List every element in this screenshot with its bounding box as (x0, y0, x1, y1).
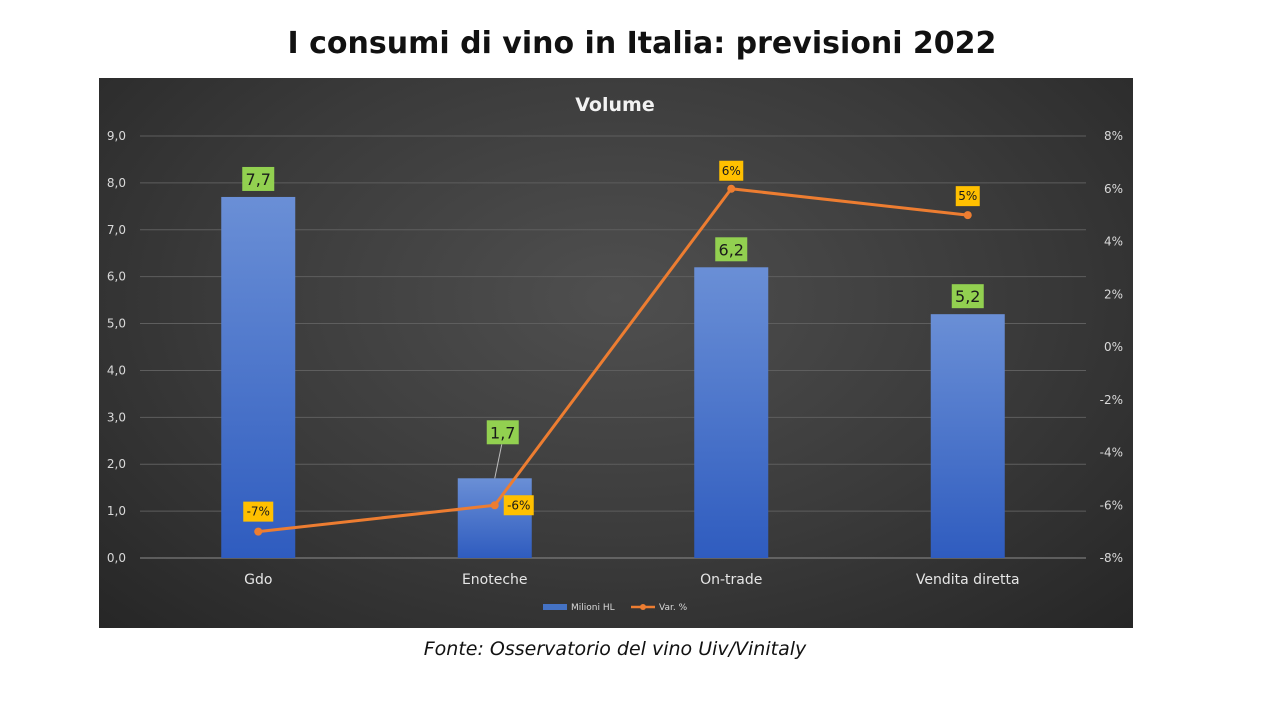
line-data-label: -7% (247, 505, 270, 519)
line-point (490, 501, 499, 510)
line-data-label-box (503, 495, 534, 516)
y-left-tick-label: 7,0 (107, 223, 126, 237)
x-category-label: Gdo (244, 572, 272, 588)
x-category-label: Vendita diretta (916, 572, 1020, 588)
bar-label-leader (494, 444, 503, 479)
y-right-tick-label: -4% (1100, 446, 1123, 460)
bar-data-label: 1,7 (490, 423, 515, 442)
y-left-tick-label: 0,0 (107, 551, 126, 565)
line-data-label-box (955, 186, 980, 207)
bar-data-label: 7,7 (246, 170, 271, 189)
y-left-tick-label: 1,0 (107, 504, 126, 518)
line-path (258, 187, 968, 534)
y-right-tick-label: 8% (1104, 129, 1123, 143)
legend-swatch-bars (543, 604, 567, 610)
axis-labels: 0,0 1,0 2,0 3,0 4,0 5,0 6,0 7,0 8,0 9,0 -8% -6% -4% -… (107, 129, 1123, 588)
line-data-label-box (243, 501, 274, 522)
y-right-tick-label: 4% (1104, 235, 1123, 249)
y-left-tick-label: 2,0 (107, 457, 126, 471)
y-right-tick-label: 0% (1104, 340, 1123, 354)
y-right-tick-label: -2% (1100, 393, 1123, 407)
y-left-tick-label: 5,0 (107, 317, 126, 331)
line-data-label: -6% (507, 498, 530, 512)
chart-title: Volume (575, 94, 654, 116)
legend: Milioni HL Var. % (543, 603, 688, 613)
legend-label-bars: Milioni HL (571, 603, 615, 613)
y-right-tick-label: 6% (1104, 182, 1123, 196)
line-data-label: 5% (958, 189, 977, 203)
bar-data-label: 5,2 (955, 287, 980, 306)
legend-marker-line (640, 604, 646, 610)
bar-data-label-box (951, 284, 984, 309)
line-data-label: 6% (722, 164, 741, 178)
y-left-tick-label: 8,0 (107, 176, 126, 190)
line-series: -7% -6% 6% 5% (243, 160, 980, 536)
y-left-tick-label: 6,0 (107, 270, 126, 284)
bar (930, 314, 1005, 558)
bar (694, 267, 769, 558)
source-note: Fonte: Osservatorio del vino Uiv/Vinital… (423, 638, 807, 660)
slide-title: I consumi di vino in Italia: previsioni … (287, 26, 997, 61)
line-point (963, 211, 972, 220)
x-category-label: On-trade (700, 572, 762, 588)
y-right-tick-label: 2% (1104, 287, 1123, 301)
y-right-tick-label: -6% (1100, 498, 1123, 512)
gridlines (140, 135, 1086, 559)
volume-chart: Volume 0,0 1,0 2,0 3,0 4,0 5,0 6,0 7,0 8,0 9,0 -8%… (107, 94, 1123, 613)
y-left-tick-label: 3,0 (107, 410, 126, 424)
legend-label-line: Var. % (659, 603, 688, 613)
bar-data-label: 6,2 (719, 240, 744, 259)
bar-data-label-box (715, 237, 748, 262)
y-left-tick-label: 4,0 (107, 363, 126, 377)
x-category-label: Enoteche (462, 572, 528, 588)
line-data-label-box (719, 160, 744, 181)
line-point (254, 527, 263, 536)
bar-series: 7,7 1,7 6,2 5,2 (221, 166, 1005, 558)
bar (221, 196, 296, 558)
y-right-tick-label: -8% (1100, 551, 1123, 565)
chart-panel: Volume 0,0 1,0 2,0 3,0 4,0 5,0 6,0 7,0 8,0 9,0 -8%… (99, 78, 1133, 628)
bar (457, 478, 532, 558)
bar-data-label-box (486, 420, 519, 445)
line-point (727, 184, 736, 193)
y-left-tick-label: 9,0 (107, 129, 126, 143)
bar-data-label-box (242, 166, 275, 191)
